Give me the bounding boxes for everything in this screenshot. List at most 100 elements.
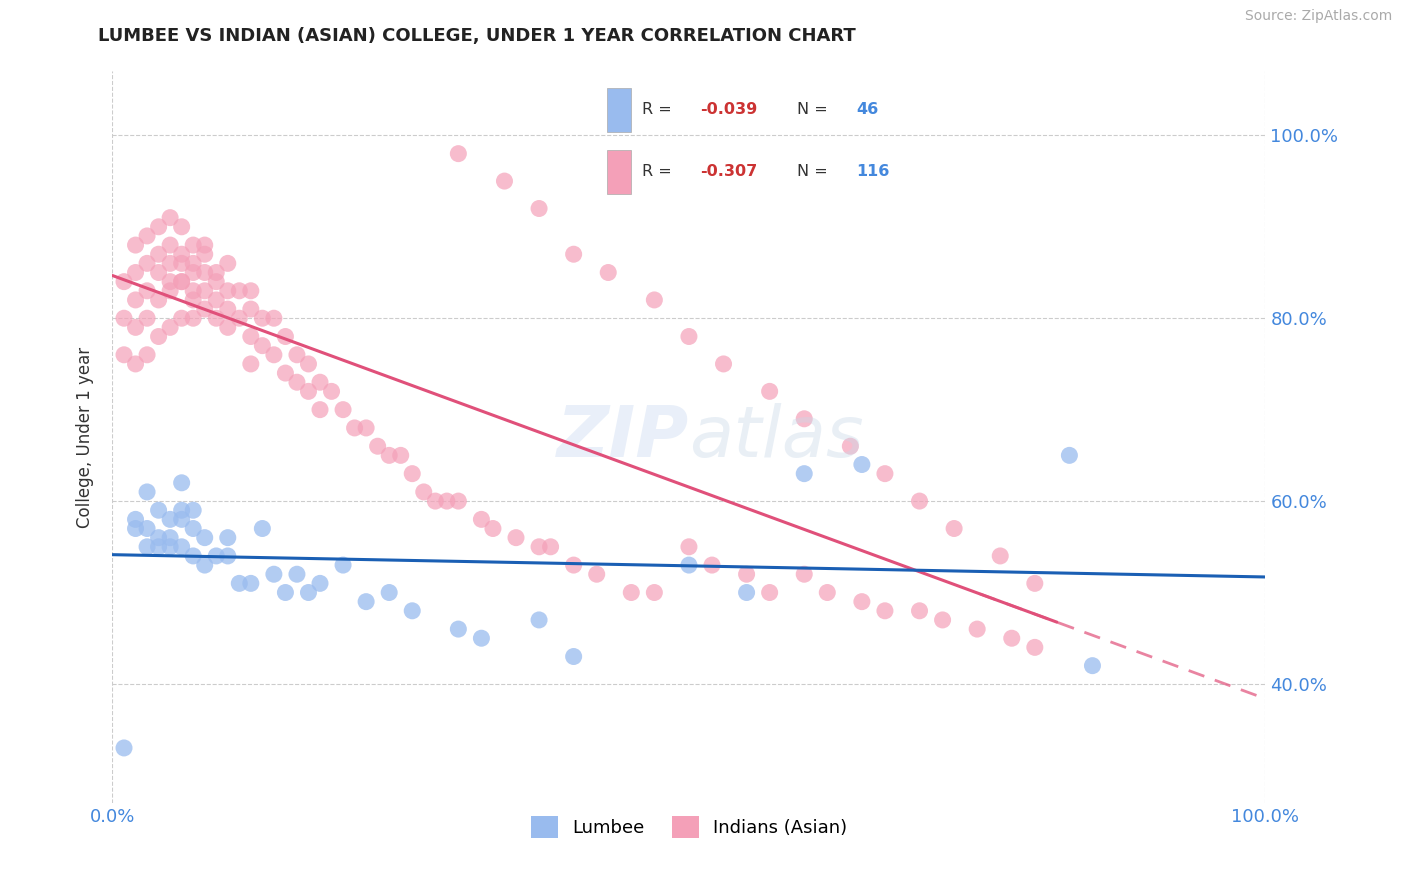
Text: ZIP: ZIP: [557, 402, 689, 472]
Point: [482, 522, 505, 536]
Point: [136, 311, 159, 326]
Point: [447, 622, 470, 636]
Point: [1024, 640, 1046, 655]
Point: [217, 284, 239, 298]
Point: [136, 228, 159, 243]
Point: [263, 567, 285, 582]
Point: [159, 540, 181, 554]
Legend: Lumbee, Indians (Asian): Lumbee, Indians (Asian): [523, 808, 855, 845]
Point: [851, 595, 873, 609]
Point: [124, 293, 146, 307]
Point: [908, 604, 931, 618]
Point: [527, 540, 550, 554]
Point: [136, 522, 159, 536]
Point: [873, 467, 896, 481]
Point: [540, 540, 562, 554]
Point: [713, 357, 735, 371]
Point: [217, 531, 239, 545]
Point: [425, 494, 447, 508]
Point: [447, 494, 470, 508]
Point: [332, 558, 354, 573]
Point: [170, 275, 193, 289]
Point: [136, 284, 159, 298]
Point: [181, 549, 204, 563]
Point: [263, 311, 285, 326]
Point: [585, 567, 607, 582]
Point: [136, 540, 159, 554]
Text: LUMBEE VS INDIAN (ASIAN) COLLEGE, UNDER 1 YEAR CORRELATION CHART: LUMBEE VS INDIAN (ASIAN) COLLEGE, UNDER …: [98, 27, 856, 45]
Point: [159, 284, 181, 298]
Point: [148, 531, 170, 545]
Point: [159, 531, 181, 545]
Point: [181, 522, 204, 536]
Point: [598, 266, 620, 280]
Point: [217, 549, 239, 563]
Point: [159, 238, 181, 252]
Point: [378, 585, 401, 599]
Point: [239, 284, 262, 298]
Point: [354, 595, 377, 609]
Point: [678, 558, 700, 573]
Point: [527, 202, 550, 216]
Point: [194, 558, 217, 573]
Point: [527, 613, 550, 627]
Point: [873, 604, 896, 618]
Point: [274, 366, 297, 380]
Point: [181, 284, 204, 298]
Point: [194, 238, 217, 252]
Point: [758, 585, 780, 599]
Point: [793, 567, 815, 582]
Point: [943, 522, 966, 536]
Point: [124, 512, 146, 526]
Point: [1001, 632, 1024, 646]
Point: [297, 585, 319, 599]
Point: [367, 439, 389, 453]
Point: [908, 494, 931, 508]
Point: [136, 256, 159, 270]
Point: [562, 247, 585, 261]
Point: [124, 266, 146, 280]
Point: [181, 503, 204, 517]
Point: [470, 632, 492, 646]
Point: [112, 275, 135, 289]
Point: [159, 256, 181, 270]
Point: [562, 649, 585, 664]
Point: [228, 311, 250, 326]
Point: [170, 475, 193, 490]
Point: [285, 567, 308, 582]
Point: [239, 576, 262, 591]
Point: [159, 320, 181, 334]
Text: Source: ZipAtlas.com: Source: ZipAtlas.com: [1244, 9, 1392, 23]
Point: [181, 238, 204, 252]
Point: [332, 402, 354, 417]
Point: [1059, 448, 1081, 462]
Point: [136, 485, 159, 500]
Point: [194, 247, 217, 261]
Point: [931, 613, 953, 627]
Point: [700, 558, 723, 573]
Point: [148, 503, 170, 517]
Point: [643, 585, 665, 599]
Point: [194, 531, 217, 545]
Point: [851, 458, 873, 472]
Point: [252, 311, 274, 326]
Point: [181, 266, 204, 280]
Point: [252, 338, 274, 352]
Point: [354, 421, 377, 435]
Point: [228, 576, 250, 591]
Point: [412, 485, 434, 500]
Point: [124, 320, 146, 334]
Point: [124, 238, 146, 252]
Point: [297, 384, 319, 399]
Point: [839, 439, 862, 453]
Point: [505, 531, 527, 545]
Point: [112, 311, 135, 326]
Point: [112, 740, 135, 755]
Point: [148, 219, 170, 234]
Point: [170, 275, 193, 289]
Point: [170, 311, 193, 326]
Point: [343, 421, 366, 435]
Point: [124, 357, 146, 371]
Point: [643, 293, 665, 307]
Point: [274, 329, 297, 343]
